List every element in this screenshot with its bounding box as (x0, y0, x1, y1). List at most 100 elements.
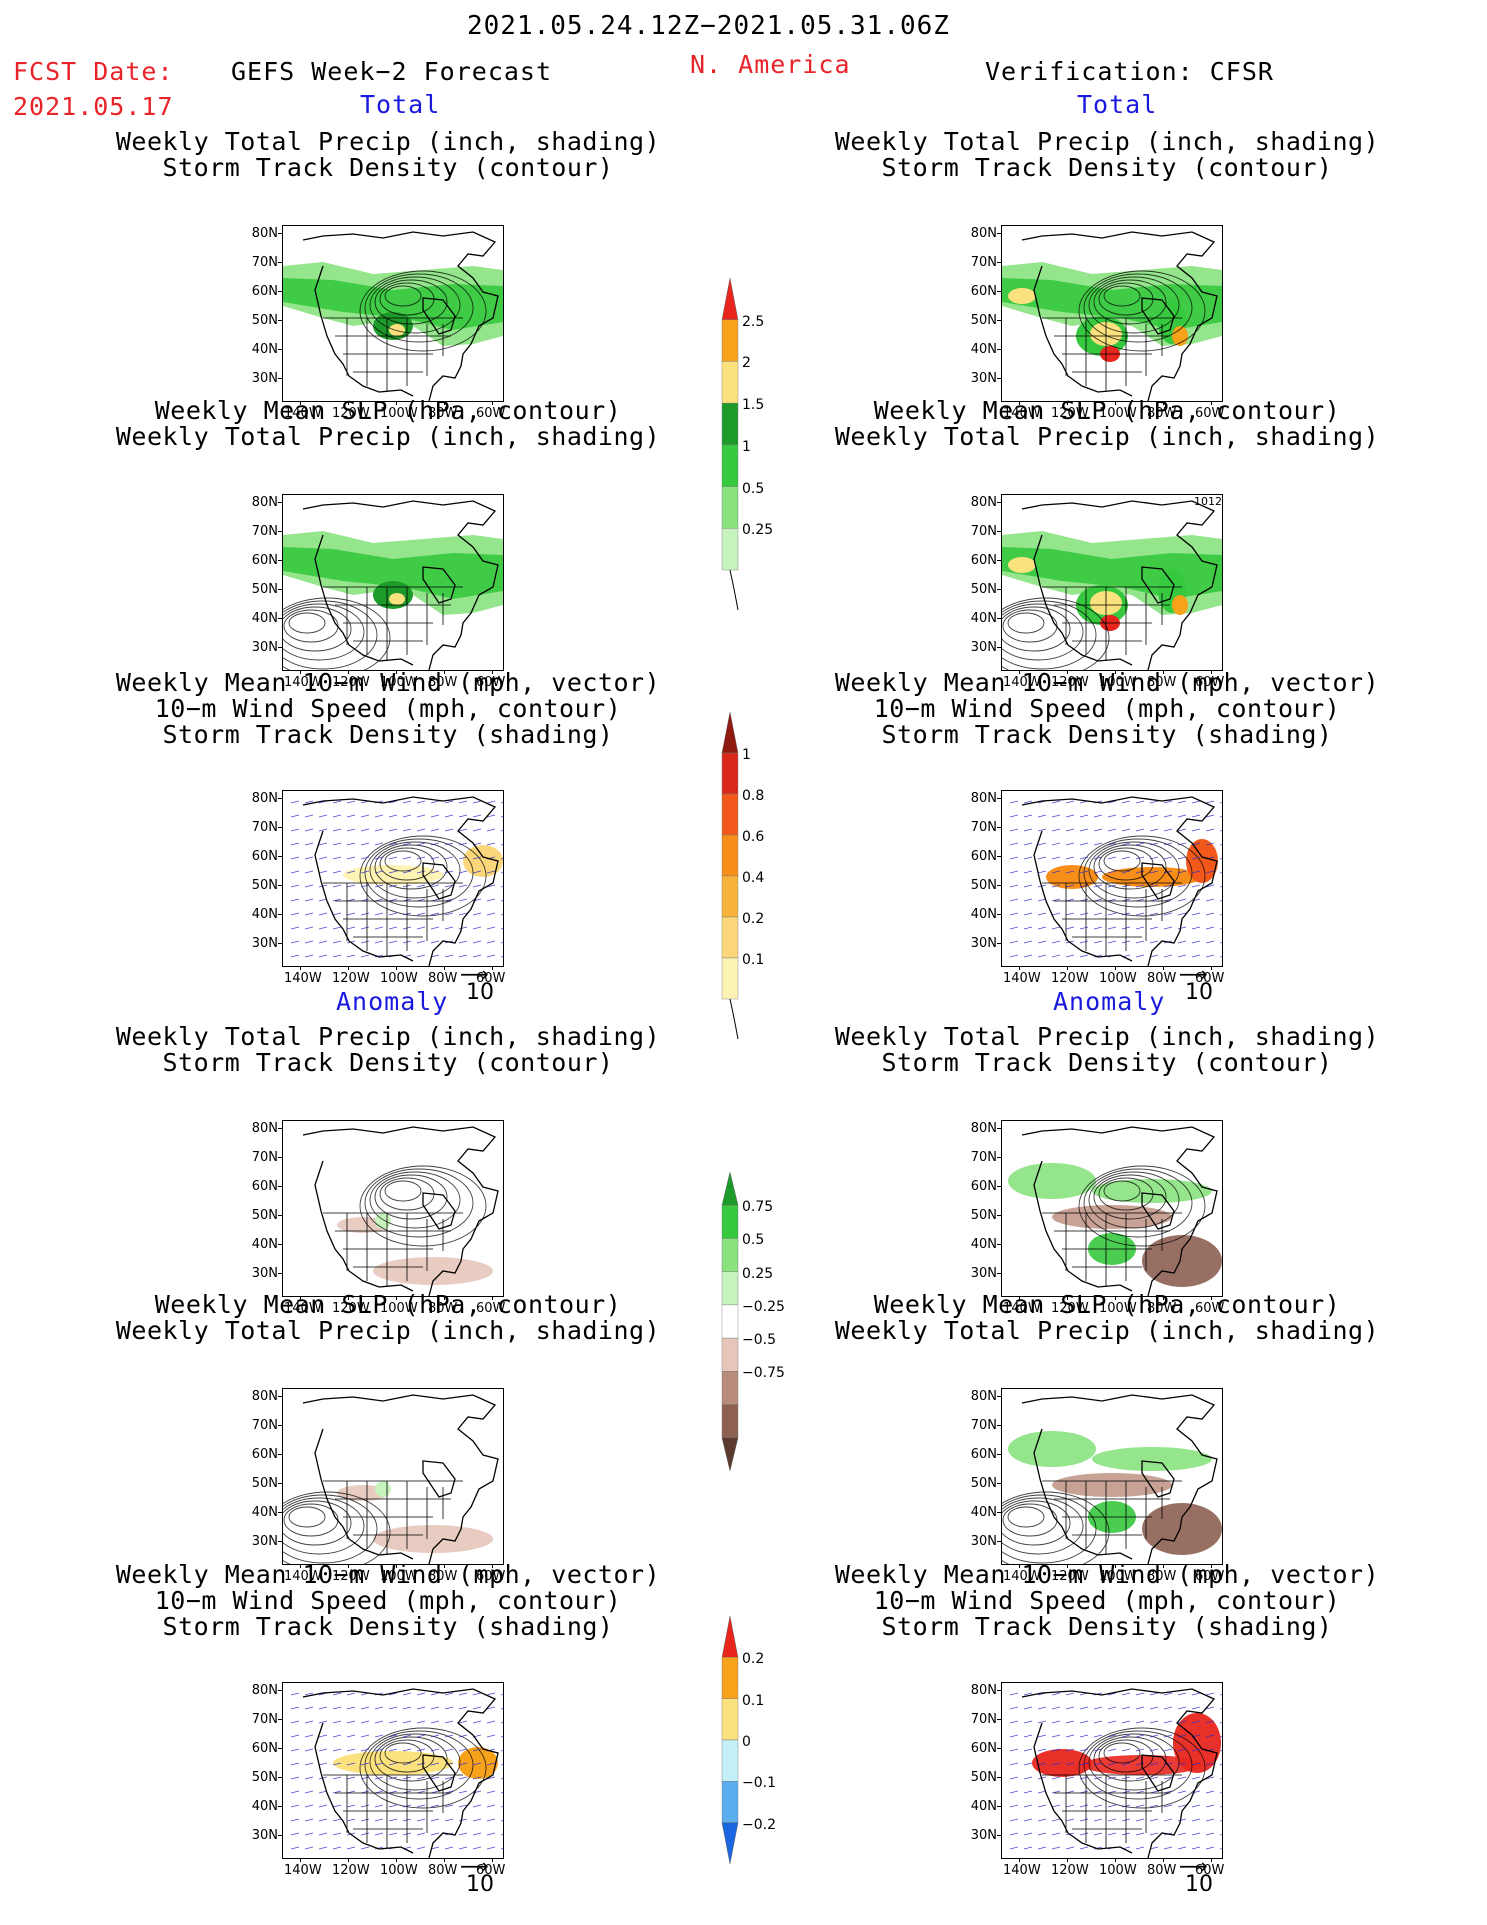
lat-tick (997, 1273, 1001, 1274)
lat-tick (278, 1273, 282, 1274)
lon-tick (300, 670, 301, 674)
map-panel (1001, 1682, 1223, 1859)
lon-label: 60W (1195, 1301, 1225, 1316)
colorbar-label: 2 (742, 355, 751, 372)
lat-tick (278, 1777, 282, 1778)
lat-label: 60N (251, 1447, 278, 1462)
lon-label: 100W (1099, 971, 1137, 986)
lat-label: 80N (251, 1389, 278, 1404)
lat-tick (278, 1806, 282, 1807)
lat-tick (997, 1215, 1001, 1216)
map-plot (1002, 1394, 1222, 1564)
lon-label: 120W (1051, 675, 1089, 690)
lat-label: 60N (251, 284, 278, 299)
lat-tick (997, 943, 1001, 944)
colorbar-storm_anom (721, 1615, 739, 1865)
lat-tick (278, 1454, 282, 1455)
lat-label: 50N (251, 878, 278, 893)
panel-caption-line: Weekly Total Precip (inch, shading) (115, 422, 661, 451)
lon-tick (1115, 1564, 1116, 1568)
lon-label: 100W (1099, 1569, 1137, 1584)
panel-caption-line: Storm Track Density (shading) (881, 1612, 1333, 1641)
colorbar-precip_anom (721, 1171, 739, 1472)
lon-tick (492, 670, 493, 674)
fcst-date-value: 2021.05.17 (13, 92, 174, 121)
lon-tick (1163, 670, 1164, 674)
lat-label: 50N (251, 1476, 278, 1491)
map-plot (1009, 796, 1222, 966)
lon-tick (492, 966, 493, 970)
lon-label: 100W (1099, 1863, 1137, 1878)
map-plot (302, 1126, 499, 1296)
map-plot (283, 231, 503, 401)
panel-caption-line: Weekly Total Precip (inch, shading) (115, 1022, 661, 1051)
lon-label: 120W (1051, 1569, 1089, 1584)
lon-label: 60W (1195, 1569, 1225, 1584)
lat-label: 30N (251, 1828, 278, 1843)
vector-ref-label: 10 (466, 1872, 494, 1897)
panel-caption-line: Weekly Mean SLP (hPa, contour) (154, 1290, 622, 1319)
colorbar-label: 0.2 (742, 1651, 765, 1668)
region-title: N. America (690, 50, 851, 79)
lat-tick (278, 1425, 282, 1426)
panel-caption-line: Weekly Total Precip (inch, shading) (115, 127, 661, 156)
lon-label: 140W (1003, 1569, 1041, 1584)
lon-label: 140W (1003, 406, 1041, 421)
lon-tick (348, 1564, 349, 1568)
fcst-date-label: FCST Date: (13, 57, 174, 86)
lat-label: 50N (251, 313, 278, 328)
map-panel (1001, 790, 1223, 967)
lat-tick (278, 1541, 282, 1542)
lon-label: 80W (1147, 1569, 1177, 1584)
left-title: GEFS Week−2 Forecast (231, 57, 553, 86)
lat-label: 70N (970, 255, 997, 270)
lat-tick (997, 589, 1001, 590)
lon-tick (396, 1564, 397, 1568)
lat-tick (997, 647, 1001, 648)
lon-tick (396, 670, 397, 674)
colorbar-label: −0.5 (742, 1332, 776, 1349)
lat-tick (278, 502, 282, 503)
colorbar-label: 0.2 (742, 911, 765, 927)
lat-label: 30N (970, 1828, 997, 1843)
lat-label: 60N (970, 553, 997, 568)
lat-tick (997, 502, 1001, 503)
lat-label: 70N (970, 524, 997, 539)
lat-tick (278, 914, 282, 915)
lon-label: 60W (1195, 406, 1225, 421)
panel-caption-line: Storm Track Density (shading) (162, 720, 614, 749)
lon-label: 80W (1147, 675, 1177, 690)
lat-tick (278, 1215, 282, 1216)
lat-label: 50N (970, 582, 997, 597)
lat-label: 30N (970, 640, 997, 655)
lat-label: 60N (970, 1179, 997, 1194)
lat-tick (997, 1396, 1001, 1397)
lat-tick (997, 1454, 1001, 1455)
lat-tick (278, 589, 282, 590)
lon-tick (444, 1564, 445, 1568)
lat-tick (997, 1777, 1001, 1778)
map-plot (1009, 1688, 1222, 1858)
lat-tick (278, 291, 282, 292)
lat-label: 30N (251, 371, 278, 386)
lat-tick (997, 1483, 1001, 1484)
lon-tick (1019, 1564, 1020, 1568)
lon-tick (492, 1564, 493, 1568)
lat-label: 70N (970, 1418, 997, 1433)
colorbar-storm_total (721, 711, 739, 1039)
lon-tick (444, 1296, 445, 1300)
lat-label: 50N (251, 1208, 278, 1223)
colorbar-label: 0.5 (742, 480, 765, 497)
lon-tick (1019, 966, 1020, 970)
lon-tick (1067, 401, 1068, 405)
colorbar-label: −0.2 (742, 1816, 776, 1833)
lat-label: 80N (251, 1121, 278, 1136)
colorbar-label: 1 (742, 438, 751, 455)
lon-label: 120W (332, 1301, 370, 1316)
lat-tick (997, 291, 1001, 292)
lat-label: 70N (251, 1418, 278, 1433)
vector-ref-arrow: ⟶ (1179, 962, 1208, 986)
lon-label: 60W (476, 1569, 506, 1584)
lon-tick (1211, 1564, 1212, 1568)
lat-label: 40N (251, 342, 278, 357)
